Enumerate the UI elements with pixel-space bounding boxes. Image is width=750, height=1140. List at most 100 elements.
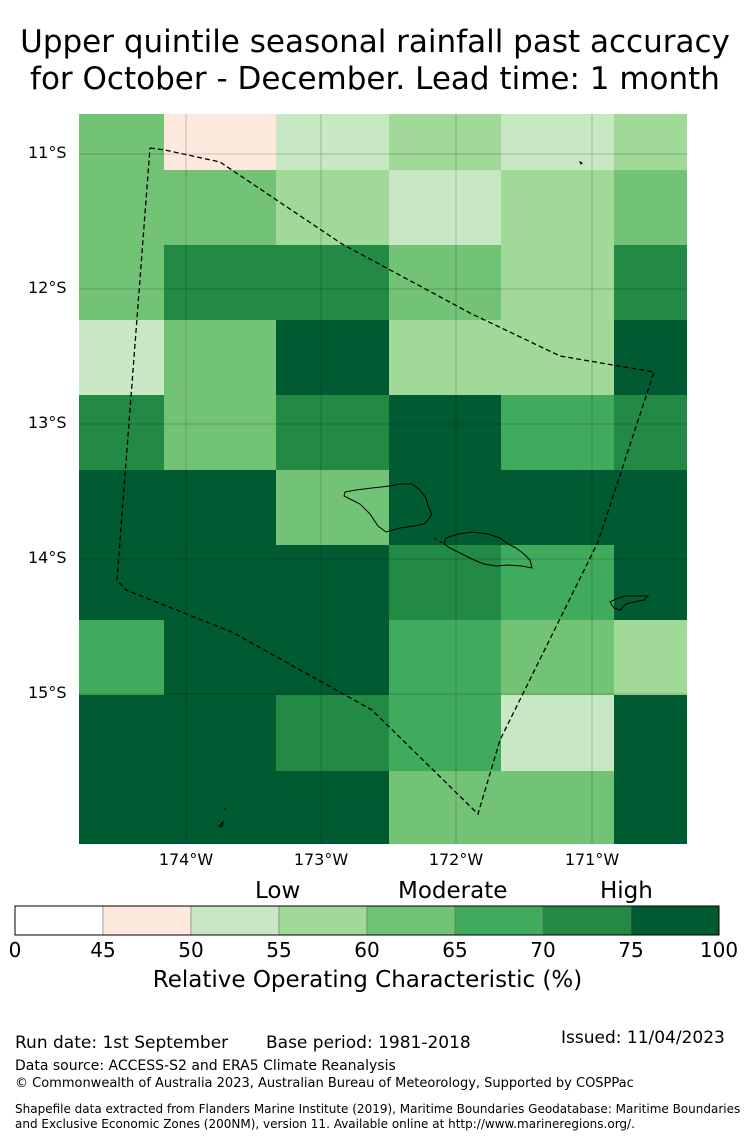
lon-label-172w: 172°W	[428, 850, 484, 869]
copyright: © Commonwealth of Australia 2023, Austra…	[15, 1076, 634, 1091]
eez-boundary	[116, 147, 655, 816]
grid-cell	[389, 395, 501, 470]
title-line-1: Upper quintile seasonal rainfall past ac…	[20, 24, 730, 60]
grid-cell	[614, 545, 687, 620]
colorbar-segment	[102, 905, 192, 936]
grid-cell	[389, 545, 501, 620]
southern-reef	[218, 807, 227, 828]
grid-cell	[501, 245, 614, 320]
grid-cell	[614, 245, 687, 320]
grid-cell	[276, 771, 389, 844]
colorbar-segment	[630, 905, 720, 936]
grid-cell	[389, 771, 501, 844]
grid-cell	[164, 114, 276, 170]
data-source: Data source: ACCESS-S2 and ERA5 Climate …	[15, 1058, 396, 1074]
colorbar-tick: 75	[618, 938, 644, 962]
grid-cell	[276, 695, 389, 771]
category-low: Low	[255, 878, 301, 904]
grid-cell	[276, 620, 389, 695]
grid-cell	[389, 695, 501, 771]
upolu-island	[443, 531, 533, 569]
colorbar-segment	[454, 905, 544, 936]
colorbar-tick: 70	[530, 938, 556, 962]
coastlines	[218, 160, 650, 828]
grid-cell	[389, 114, 501, 170]
lat-label-12s: 12°S	[28, 278, 67, 297]
rose-atoll	[578, 160, 583, 165]
graticule	[79, 114, 687, 844]
grid-cell	[614, 620, 687, 695]
grid-cell	[79, 114, 164, 170]
lon-label-173w: 173°W	[293, 850, 349, 869]
grid-cell	[501, 695, 614, 771]
grid-cell	[79, 245, 164, 320]
grid-cell	[164, 395, 276, 470]
base-period: Base period: 1981-2018	[266, 1033, 471, 1053]
grid-cell	[164, 620, 276, 695]
grid-cell	[501, 620, 614, 695]
grid-cell	[276, 395, 389, 470]
grid-cell	[501, 545, 614, 620]
title-line-2: for October - December. Lead time: 1 mon…	[30, 61, 720, 97]
grid-cell	[79, 545, 164, 620]
forecast-grid	[79, 114, 687, 844]
manono-apolima	[433, 537, 443, 544]
colorbar-segment	[542, 905, 632, 936]
grid-cell	[501, 470, 614, 545]
grid-cell	[389, 245, 501, 320]
shapefile-credit-2: and Exclusive Economic Zones (200NM), ve…	[15, 1117, 635, 1131]
grid-cell	[389, 170, 501, 245]
grid-cell	[164, 170, 276, 245]
lat-label-15s: 15°S	[28, 683, 67, 702]
tutuila-island	[609, 595, 650, 611]
grid-cell	[614, 771, 687, 844]
colorbar-tick: 55	[266, 938, 292, 962]
colorbar-title: Relative Operating Characteristic (%)	[152, 967, 583, 993]
grid-cell	[501, 114, 614, 170]
lat-label-13s: 13°S	[28, 413, 67, 432]
colorbar-outline	[14, 905, 720, 936]
grid-cell	[164, 470, 276, 545]
grid-cell	[501, 771, 614, 844]
grid-cell	[276, 470, 389, 545]
category-moderate: Moderate	[398, 878, 508, 904]
grid-cell	[79, 771, 164, 844]
colorbar-tick: 60	[354, 938, 380, 962]
grid-cell	[389, 470, 501, 545]
grid-cell	[79, 395, 164, 470]
grid-cell	[164, 320, 276, 395]
colorbar-segment	[190, 905, 280, 936]
grid-cell	[614, 114, 687, 170]
grid-cell	[79, 620, 164, 695]
grid-cell	[164, 245, 276, 320]
grid-cell	[79, 170, 164, 245]
grid-cell	[276, 545, 389, 620]
grid-cell	[614, 170, 687, 245]
grid-cell	[276, 320, 389, 395]
lon-label-171w: 171°W	[564, 850, 620, 869]
grid-cell	[501, 320, 614, 395]
run-date: Run date: 1st September	[15, 1033, 229, 1053]
grid-cell	[276, 245, 389, 320]
grid-cell	[614, 470, 687, 545]
category-high: High	[600, 878, 653, 904]
grid-cell	[389, 620, 501, 695]
grid-cell	[164, 545, 276, 620]
grid-cell	[614, 695, 687, 771]
grid-cell	[501, 395, 614, 470]
grid-cell	[501, 170, 614, 245]
lat-label-14s: 14°S	[28, 548, 67, 567]
grid-cell	[79, 695, 164, 771]
shapefile-credit-1: Shapefile data extracted from Flanders M…	[15, 1102, 741, 1116]
lon-label-174w: 174°W	[158, 850, 214, 869]
grid-cell	[389, 320, 501, 395]
savaii-island	[343, 483, 433, 533]
colorbar-tick: 45	[90, 938, 116, 962]
colorbar-segment	[278, 905, 368, 936]
colorbar-tick: 50	[178, 938, 204, 962]
grid-cell	[276, 170, 389, 245]
colorbar-tick: 100	[699, 938, 739, 962]
colorbar-tick: 65	[442, 938, 468, 962]
colorbar-segment	[14, 905, 104, 936]
grid-cell	[79, 320, 164, 395]
